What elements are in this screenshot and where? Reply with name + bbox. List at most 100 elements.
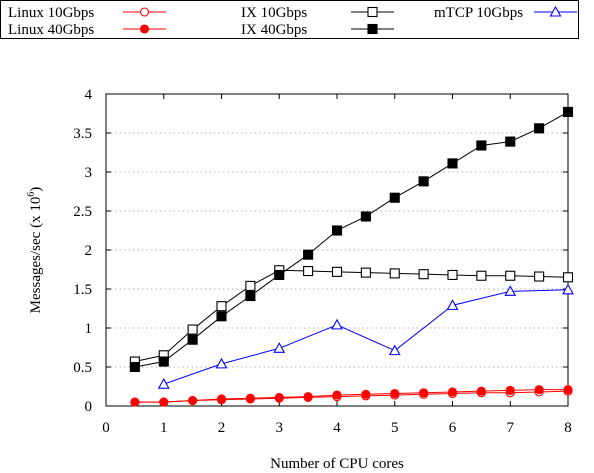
data-point bbox=[216, 394, 227, 404]
legend-label: IX 10Gbps bbox=[241, 5, 307, 21]
x-tick-label: 4 bbox=[333, 420, 341, 436]
data-point bbox=[389, 192, 400, 203]
data-point bbox=[273, 342, 286, 353]
data-point bbox=[447, 269, 458, 281]
y-axis-label-exponent: 6 bbox=[26, 192, 37, 197]
data-point bbox=[129, 361, 140, 373]
data-point bbox=[187, 324, 198, 335]
legend-item: Linux 10Gbps bbox=[8, 5, 166, 21]
data-point bbox=[130, 397, 140, 407]
data-point bbox=[447, 387, 458, 397]
data-point bbox=[215, 357, 228, 369]
legend-item: mTCP 10Gbps bbox=[434, 5, 577, 21]
series-mtcp-10gbps bbox=[157, 283, 574, 389]
data-point bbox=[303, 249, 314, 260]
data-point bbox=[158, 356, 169, 367]
y-axis-label-close: ) bbox=[28, 187, 44, 192]
x-tick-label: 1 bbox=[160, 420, 168, 436]
y-tick-label: 2 bbox=[85, 243, 93, 259]
series-group bbox=[129, 106, 574, 407]
data-point bbox=[245, 393, 255, 403]
data-point bbox=[332, 390, 342, 400]
data-point bbox=[360, 211, 371, 222]
y-tick-label: 3.5 bbox=[73, 126, 92, 142]
x-axis-label: Number of CPU cores bbox=[270, 456, 404, 472]
y-tick-label: 4 bbox=[85, 87, 93, 103]
data-point bbox=[274, 269, 285, 281]
y-tick-label: 2.5 bbox=[73, 204, 92, 220]
series-line bbox=[163, 289, 569, 385]
data-point bbox=[274, 392, 284, 402]
data-point bbox=[188, 395, 198, 406]
data-point bbox=[447, 158, 458, 169]
data-point bbox=[390, 388, 400, 399]
data-point bbox=[388, 344, 401, 356]
data-point bbox=[476, 270, 487, 281]
x-tick-label: 3 bbox=[276, 420, 284, 436]
data-point bbox=[245, 280, 256, 291]
legend-marker bbox=[367, 23, 378, 35]
series-ix-10gbps bbox=[129, 265, 574, 367]
legend-label: mTCP 10Gbps bbox=[434, 5, 523, 21]
y-tick-label: 1 bbox=[85, 321, 93, 337]
data-point bbox=[476, 386, 486, 396]
x-tick-label: 8 bbox=[564, 420, 572, 436]
legend-marker bbox=[139, 7, 150, 17]
x-tick-label: 0 bbox=[102, 420, 110, 436]
legend-label: IX 40Gbps bbox=[241, 22, 307, 38]
data-point bbox=[331, 225, 343, 236]
data-point bbox=[157, 378, 170, 389]
data-point bbox=[360, 267, 371, 278]
legend-label: Linux 40Gbps bbox=[8, 22, 94, 38]
y-tick-label: 1.5 bbox=[73, 282, 92, 298]
data-point bbox=[245, 290, 256, 302]
data-point bbox=[504, 285, 517, 296]
data-point bbox=[534, 385, 544, 395]
data-point bbox=[505, 385, 515, 395]
x-tick-label: 6 bbox=[449, 420, 457, 436]
data-point bbox=[216, 311, 227, 322]
series-line bbox=[134, 389, 568, 403]
data-point bbox=[187, 334, 198, 345]
data-point bbox=[303, 266, 314, 277]
series-line bbox=[134, 269, 569, 363]
data-point bbox=[216, 301, 227, 312]
data-point bbox=[476, 140, 487, 151]
data-point bbox=[418, 176, 429, 187]
x-tick-label: 2 bbox=[218, 420, 226, 436]
y-axis-label-main: Messages/sec (x 10 bbox=[28, 197, 44, 314]
y-tick-label: 0.5 bbox=[73, 360, 92, 376]
legend-item: Linux 40Gbps bbox=[8, 22, 166, 38]
data-point bbox=[446, 299, 459, 310]
data-point bbox=[303, 392, 313, 402]
series-ix-40gbps bbox=[129, 106, 574, 373]
legend-item: IX 40Gbps bbox=[241, 22, 394, 38]
x-tick-label: 5 bbox=[391, 420, 399, 436]
legend-marker bbox=[549, 5, 562, 17]
data-point bbox=[331, 318, 343, 330]
y-tick-label: 3 bbox=[85, 165, 93, 181]
axes: 0 0.5 1 1.5 2 2.5 3 3.5 4 0 1 2 3 4 5 6 7 8 bbox=[73, 87, 572, 436]
data-point bbox=[534, 123, 545, 134]
data-point bbox=[562, 283, 574, 295]
data-point bbox=[505, 136, 516, 147]
legend-label: Linux 10Gbps bbox=[8, 5, 94, 21]
x-tick-label: 7 bbox=[507, 420, 515, 436]
data-point bbox=[563, 385, 573, 395]
legend-item: IX 10Gbps bbox=[241, 5, 394, 21]
legend-box bbox=[0, 0, 579, 39]
data-point bbox=[361, 389, 371, 399]
data-point bbox=[534, 271, 545, 282]
data-point bbox=[418, 269, 429, 280]
data-point bbox=[331, 266, 343, 277]
y-axis-label: Messages/sec (x 106) bbox=[26, 187, 44, 314]
y-tick-label: 0 bbox=[85, 399, 93, 415]
series-linux-40gbps bbox=[130, 385, 573, 407]
data-point bbox=[419, 388, 429, 398]
legend-marker bbox=[139, 24, 150, 34]
data-point bbox=[389, 268, 400, 279]
legend-marker bbox=[367, 6, 378, 18]
data-point bbox=[562, 106, 574, 117]
